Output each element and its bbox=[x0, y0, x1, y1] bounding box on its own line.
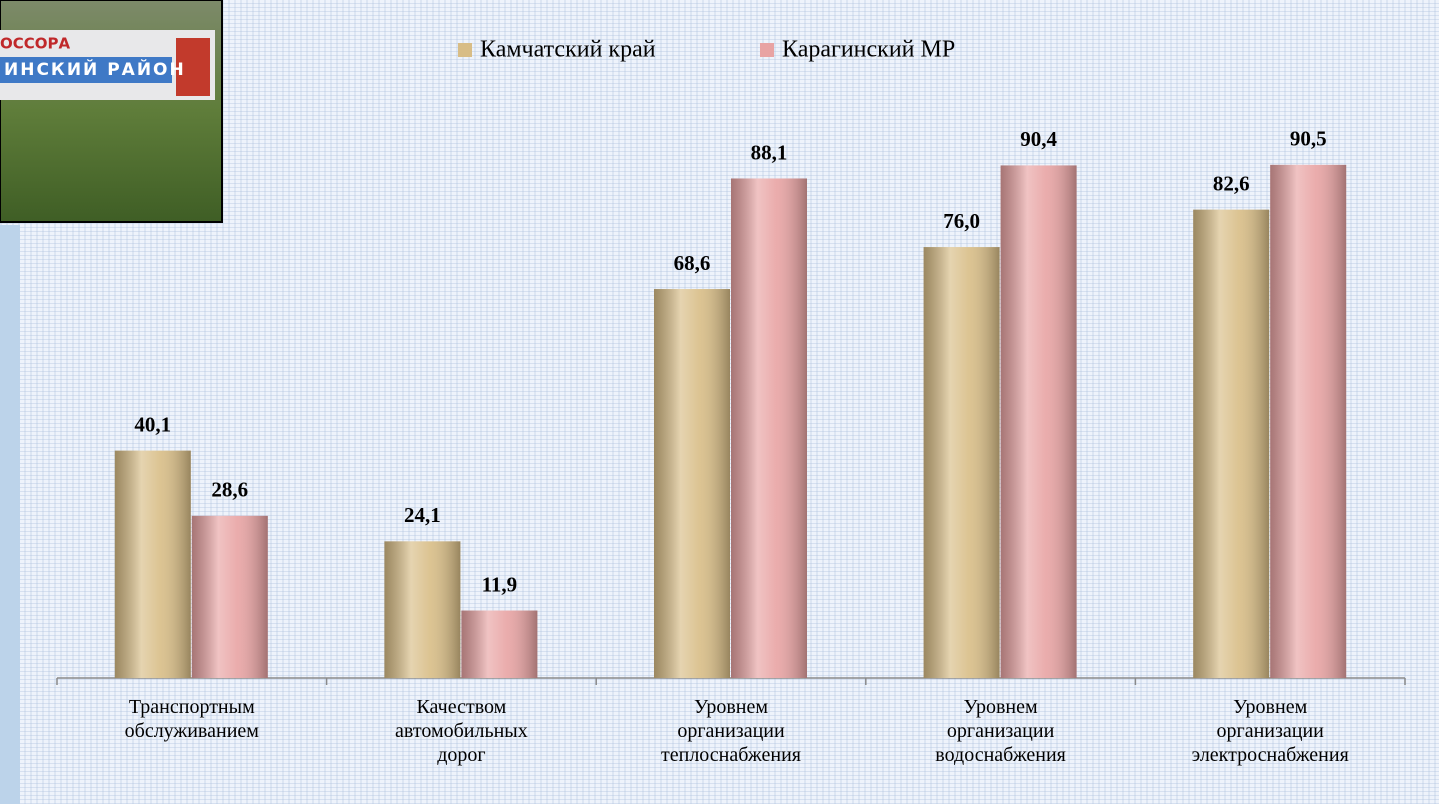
bar-shading bbox=[461, 610, 538, 678]
value-label: 24,1 bbox=[404, 503, 441, 527]
value-label: 90,5 bbox=[1290, 127, 1327, 151]
x-tick-label: Уровнем организации водоснабжения bbox=[935, 696, 1066, 766]
bar-shading bbox=[1193, 209, 1270, 678]
value-label: 40,1 bbox=[134, 412, 171, 436]
bar-shading bbox=[923, 247, 1000, 678]
x-tick-label: Качеством автомобильных дорог bbox=[395, 696, 528, 766]
value-label: 88,1 bbox=[751, 140, 788, 164]
sign-band bbox=[0, 57, 172, 83]
legend-label: Камчатский край bbox=[480, 37, 656, 63]
value-label: 82,6 bbox=[1213, 171, 1250, 195]
bar-shading bbox=[384, 541, 461, 678]
photo: ОССОРА ИНСКИЙ РАЙОН bbox=[0, 0, 223, 223]
bar-shading bbox=[654, 289, 730, 678]
sign-emblem bbox=[176, 38, 210, 96]
legend-label: Карагинский МР bbox=[782, 37, 955, 63]
bar-shading bbox=[1270, 164, 1347, 679]
value-label: 90,4 bbox=[1020, 127, 1057, 151]
sign-text: ОССОРА bbox=[0, 35, 71, 53]
side-stripe bbox=[0, 225, 20, 804]
x-tick-label: Уровнем организации теплоснабжения bbox=[661, 696, 801, 766]
value-label: 76,0 bbox=[943, 209, 980, 233]
bar-shading bbox=[114, 450, 191, 678]
legend-swatch bbox=[760, 43, 774, 57]
bar-shading bbox=[191, 515, 268, 678]
x-tick-label: Транспортным обслуживанием bbox=[124, 696, 259, 742]
value-label: 28,6 bbox=[211, 478, 248, 502]
sign-text: ИНСКИЙ РАЙОН bbox=[4, 58, 186, 80]
bar-shading bbox=[1000, 165, 1077, 678]
value-label: 68,6 bbox=[674, 251, 711, 275]
x-tick-label: Уровнем организации электроснабжения bbox=[1191, 696, 1349, 766]
bar-shading bbox=[731, 178, 807, 678]
value-label: 11,9 bbox=[482, 572, 518, 596]
legend-swatch bbox=[458, 43, 472, 57]
